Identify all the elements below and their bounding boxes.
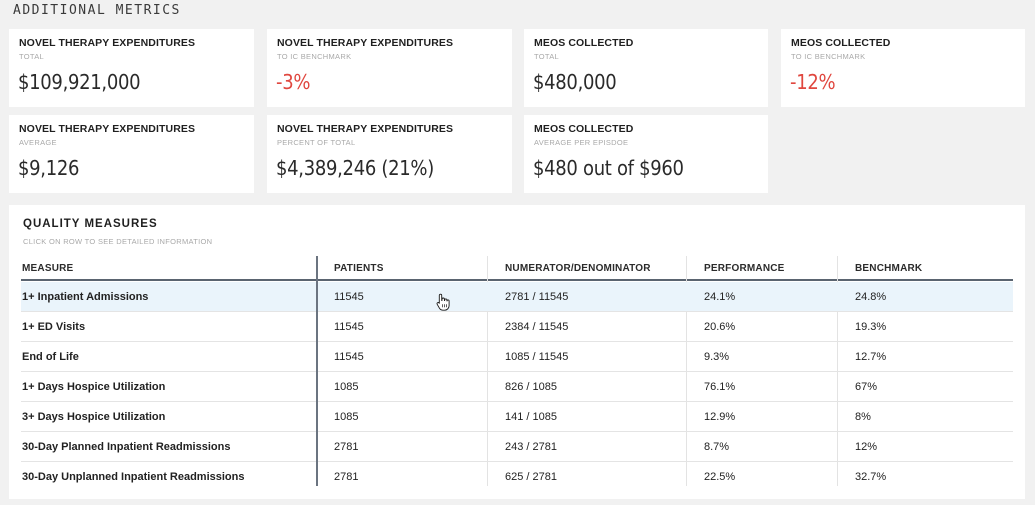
card-title: NOVEL THERAPY EXPENDITURES <box>277 123 454 135</box>
cell-performance: 8.7% <box>704 441 730 453</box>
cell-performance: 20.6% <box>704 321 736 333</box>
card-value: $480 out of $960 <box>533 156 684 180</box>
cell-numerator-denominator: 826 / 1085 <box>505 381 557 393</box>
cell-benchmark: 67% <box>855 381 878 393</box>
table-row[interactable]: 1+ ED Visits 11545 2384 / 11545 20.6% 19… <box>21 312 1013 342</box>
cell-measure: 30-Day Planned Inpatient Readmissions <box>22 441 231 453</box>
cell-benchmark: 32.7% <box>855 471 887 483</box>
metric-card-novel-therapy-percent: NOVEL THERAPY EXPENDITURES PERCENT OF TO… <box>267 115 512 193</box>
column-header-numerator-denominator[interactable]: NUMERATOR/DENOMINATOR <box>505 263 651 274</box>
cell-measure: 30-Day Unplanned Inpatient Readmissions <box>22 471 245 483</box>
card-value: -3% <box>276 70 311 94</box>
section-title: ADDITIONAL METRICS <box>13 3 181 18</box>
cell-benchmark: 12% <box>855 441 878 453</box>
column-header-benchmark[interactable]: BENCHMARK <box>855 263 923 274</box>
card-subtitle: TOTAL <box>534 52 559 61</box>
metric-card-novel-therapy-average: NOVEL THERAPY EXPENDITURES AVERAGE $9,12… <box>9 115 254 193</box>
card-title: NOVEL THERAPY EXPENDITURES <box>19 37 196 49</box>
metric-card-meos-benchmark: MEOS COLLECTED TO IC BENCHMARK -12% <box>781 29 1025 107</box>
table-row[interactable]: 30-Day Unplanned Inpatient Readmissions … <box>21 462 1013 492</box>
card-title: NOVEL THERAPY EXPENDITURES <box>277 37 454 49</box>
table-row[interactable]: 30-Day Planned Inpatient Readmissions 27… <box>21 432 1013 462</box>
card-value: -12% <box>790 70 836 94</box>
cell-numerator-denominator: 141 / 1085 <box>505 411 557 423</box>
cell-numerator-denominator: 1085 / 11545 <box>505 351 569 363</box>
cell-performance: 76.1% <box>704 381 736 393</box>
table-row[interactable]: 1+ Inpatient Admissions 11545 2781 / 115… <box>21 282 1013 312</box>
cell-patients: 2781 <box>334 441 359 453</box>
cell-patients: 11545 <box>334 321 364 333</box>
cell-benchmark: 19.3% <box>855 321 887 333</box>
cell-numerator-denominator: 2781 / 11545 <box>505 291 569 303</box>
cell-measure: 1+ ED Visits <box>22 321 86 333</box>
metric-card-meos-total: MEOS COLLECTED TOTAL $480,000 <box>524 29 768 107</box>
cell-benchmark: 8% <box>855 411 871 423</box>
cell-measure: 3+ Days Hospice Utilization <box>22 411 166 423</box>
card-title: NOVEL THERAPY EXPENDITURES <box>19 123 196 135</box>
column-header-measure[interactable]: MEASURE <box>22 263 74 274</box>
metric-card-novel-therapy-benchmark: NOVEL THERAPY EXPENDITURES TO IC BENCHMA… <box>267 29 512 107</box>
card-title: MEOS COLLECTED <box>534 37 634 49</box>
card-subtitle: TOTAL <box>19 52 44 61</box>
cell-patients: 1085 <box>334 411 359 423</box>
cell-benchmark: 24.8% <box>855 291 887 303</box>
metric-card-novel-therapy-total: NOVEL THERAPY EXPENDITURES TOTAL $109,92… <box>9 29 254 107</box>
table-header: MEASURE PATIENTS NUMERATOR/DENOMINATOR P… <box>21 257 1013 281</box>
cell-performance: 22.5% <box>704 471 736 483</box>
table-row[interactable]: 3+ Days Hospice Utilization 1085 141 / 1… <box>21 402 1013 432</box>
card-subtitle: TO IC BENCHMARK <box>277 52 352 61</box>
hand-pointer-icon <box>436 293 450 311</box>
cell-patients: 11545 <box>334 351 364 363</box>
table-row[interactable]: 1+ Days Hospice Utilization 1085 826 / 1… <box>21 372 1013 402</box>
card-subtitle: AVERAGE <box>19 138 57 147</box>
metric-card-meos-average: MEOS COLLECTED AVERAGE PER EPISDOE $480 … <box>524 115 768 193</box>
card-subtitle: TO IC BENCHMARK <box>791 52 866 61</box>
cell-measure: 1+ Days Hospice Utilization <box>22 381 166 393</box>
card-title: MEOS COLLECTED <box>791 37 891 49</box>
column-header-patients[interactable]: PATIENTS <box>334 263 384 274</box>
panel-title: QUALITY MEASURES <box>23 218 158 230</box>
cell-performance: 9.3% <box>704 351 730 363</box>
cell-benchmark: 12.7% <box>855 351 887 363</box>
table-row[interactable]: End of Life 11545 1085 / 11545 9.3% 12.7… <box>21 342 1013 372</box>
cell-patients: 11545 <box>334 291 364 303</box>
card-value: $4,389,246 (21%) <box>276 156 434 180</box>
cell-performance: 12.9% <box>704 411 736 423</box>
cell-numerator-denominator: 2384 / 11545 <box>505 321 569 333</box>
cell-measure: End of Life <box>22 351 79 363</box>
measure-column-divider <box>316 256 318 486</box>
cell-patients: 2781 <box>334 471 359 483</box>
card-value: $480,000 <box>533 70 617 94</box>
column-header-performance[interactable]: PERFORMANCE <box>704 263 785 274</box>
cell-numerator-denominator: 243 / 2781 <box>505 441 557 453</box>
cell-patients: 1085 <box>334 381 359 393</box>
card-subtitle: AVERAGE PER EPISDOE <box>534 138 629 147</box>
card-title: MEOS COLLECTED <box>534 123 634 135</box>
cell-numerator-denominator: 625 / 2781 <box>505 471 557 483</box>
cell-performance: 24.1% <box>704 291 736 303</box>
cell-measure: 1+ Inpatient Admissions <box>22 291 149 303</box>
quality-measures-panel: QUALITY MEASURES CLICK ON ROW TO SEE DET… <box>9 205 1025 499</box>
card-value: $9,126 <box>18 156 80 180</box>
card-subtitle: PERCENT OF TOTAL <box>277 138 356 147</box>
card-value: $109,921,000 <box>18 70 141 94</box>
panel-subtitle: CLICK ON ROW TO SEE DETAILED INFORMATION <box>23 237 213 246</box>
